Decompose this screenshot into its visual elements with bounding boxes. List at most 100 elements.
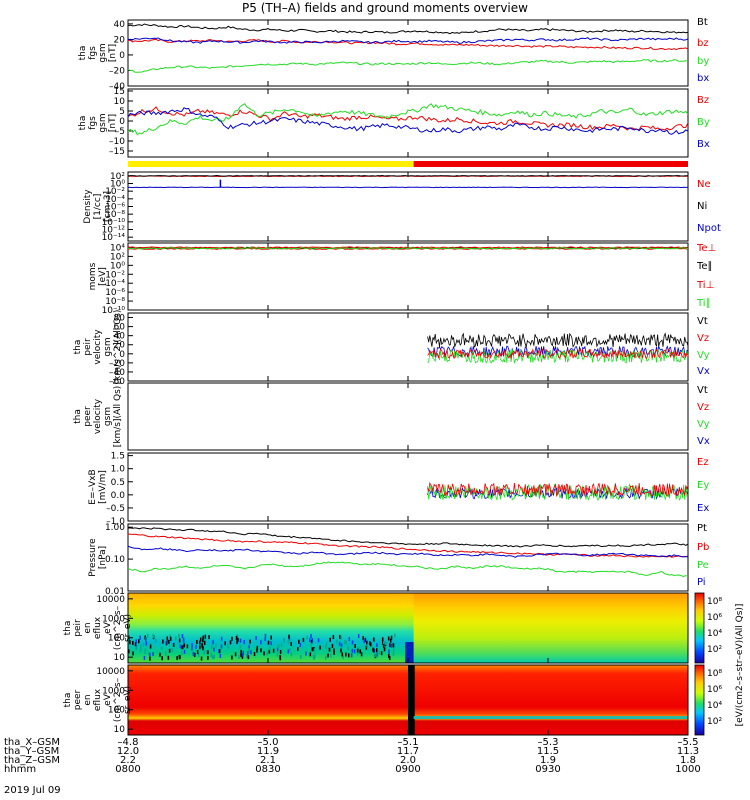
y-tick-label: –40 (109, 82, 125, 92)
ion-speckle (140, 644, 142, 649)
y-axis-label-9: eflux (93, 688, 103, 711)
ion-speckle (248, 648, 251, 653)
ion-speckle (202, 646, 204, 651)
y-tick-label: 10⁻¹⁰ (102, 306, 126, 316)
ion-speckle (144, 647, 147, 652)
y-tick-label: 1.00 (105, 523, 125, 533)
colorbar-title: [eV/(cm2–s–str–eV)(All Qs)] (735, 604, 745, 727)
ephem-value: 1.9 (540, 755, 556, 766)
ephem-value: 2.2 (120, 755, 136, 766)
ion-speckle (387, 636, 390, 641)
colorbar-tick-label: 10⁶ (707, 613, 722, 623)
y-tick-label: –20 (109, 66, 125, 76)
y-tick-label: 10⁴ (110, 243, 125, 253)
ion-speckle (162, 639, 164, 644)
ion-speckle (306, 635, 308, 640)
ion-speckle (129, 640, 131, 645)
ephem-value: –5.5 (678, 737, 699, 748)
ion-speckle (128, 638, 130, 643)
ion-speckle (182, 639, 185, 644)
y-tick-label: 10⁰ (110, 261, 125, 271)
y-axis-label-7: [nPa] (98, 546, 108, 569)
ephem-value: 0900 (395, 764, 420, 775)
ion-speckle (166, 636, 169, 641)
ion-speckle (135, 639, 137, 644)
ion-speckle (235, 635, 238, 640)
ion-speckle (132, 651, 134, 656)
ephem-value: 0800 (115, 764, 140, 775)
y-tick-label: 1.0 (111, 465, 126, 475)
ion-speckle (138, 639, 140, 644)
ion-speckle (388, 653, 390, 658)
ion-speckle (270, 641, 272, 646)
ion-speckle (384, 641, 387, 646)
y-tick-label: 10² (110, 172, 125, 182)
ion-speckle (299, 643, 302, 648)
y-tick-label: 0 (119, 51, 125, 61)
ion-speckle (279, 656, 282, 661)
ephem-value: 1000 (675, 764, 700, 775)
legend-5-0: Vt (697, 385, 708, 396)
ion-speckle (375, 653, 377, 658)
ephem-value: 2.1 (260, 755, 276, 766)
ion-speckle (327, 647, 330, 652)
ion-speckle (240, 653, 242, 658)
ion-speckle (290, 652, 293, 657)
y-axis-label-5: peer (83, 406, 93, 427)
ion-speckle (333, 650, 335, 655)
figure-title: P5 (TH–A) fields and ground moments over… (242, 1, 528, 15)
legend-5-2: Vy (697, 419, 710, 430)
ion-speckle (149, 652, 151, 657)
y-tick-label: 10⁻¹⁴ (102, 233, 126, 243)
y-tick-label: –15 (109, 147, 125, 157)
legend-5-1: Vz (697, 402, 709, 413)
ion-speckle (256, 645, 259, 650)
ion-speckle (344, 640, 346, 645)
ion-speckle (213, 654, 216, 659)
ephem-value: 2.0 (400, 755, 416, 766)
ion-speckle (134, 642, 137, 647)
ion-speckle (372, 648, 375, 653)
ion-speckle (388, 656, 391, 661)
y-axis-label-3: moms (88, 262, 98, 290)
ion-speckle (381, 637, 384, 642)
ion-speckle (246, 653, 249, 658)
ion-speckle (200, 656, 203, 661)
y-tick-label: 0.5 (111, 478, 125, 488)
legend-3-1: Te∥ (696, 261, 713, 272)
ion-speckle (339, 634, 341, 639)
ion-speckle (178, 638, 181, 643)
ion-speckle (264, 633, 267, 638)
ion-speckle (191, 643, 193, 648)
panel-frame-3 (127, 242, 689, 311)
ion-speckle (319, 645, 321, 650)
y-axis-label-1: [nT] (108, 114, 118, 132)
series-line-Npot (127, 186, 689, 189)
ion-speckle (195, 645, 197, 650)
ion-speckle (388, 643, 391, 648)
y-axis-label-8: peir (73, 619, 83, 637)
ion-speckle (144, 637, 147, 642)
series-line-Pe (127, 561, 689, 578)
ion-speckle (231, 655, 233, 660)
ephem-value: –5.0 (258, 737, 279, 748)
ephem-value: 0930 (535, 764, 560, 775)
ion-speckle (336, 639, 338, 644)
ion-speckle (365, 645, 368, 650)
ion-speckle (146, 633, 149, 638)
electron-gap (408, 665, 415, 735)
ion-speckle (324, 655, 327, 660)
ion-speckle (388, 649, 390, 654)
y-axis-label-4: peir (83, 338, 93, 356)
ion-speckle (276, 652, 279, 657)
ion-speckle (392, 647, 395, 652)
ion-speckle (310, 633, 312, 638)
ion-speckle (145, 641, 148, 646)
y-tick-label: 10⁻¹⁰ (102, 218, 126, 228)
legend-0-0: Bt (697, 17, 708, 28)
ion-speckle (330, 653, 332, 658)
y-axis-label-7: Pressure (88, 538, 98, 577)
y-axis-label-9: tha (63, 693, 73, 708)
ephem-row-label: hhmm (4, 764, 36, 775)
ion-speckle (392, 643, 394, 648)
